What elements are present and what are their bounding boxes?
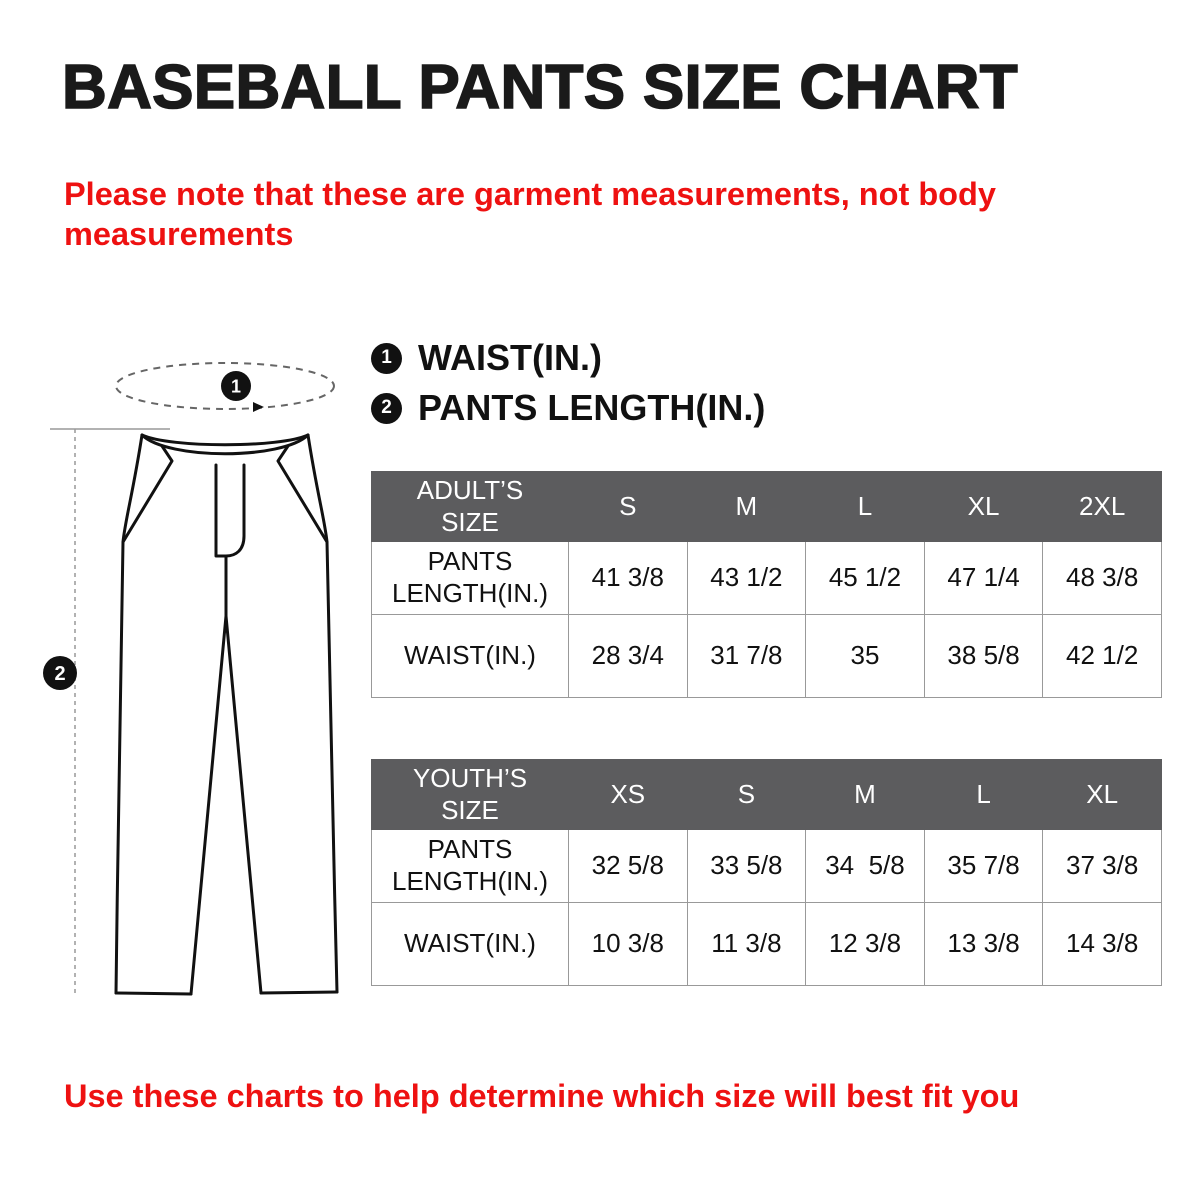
svg-text:1: 1 (231, 377, 241, 397)
svg-text:2: 2 (54, 663, 65, 685)
